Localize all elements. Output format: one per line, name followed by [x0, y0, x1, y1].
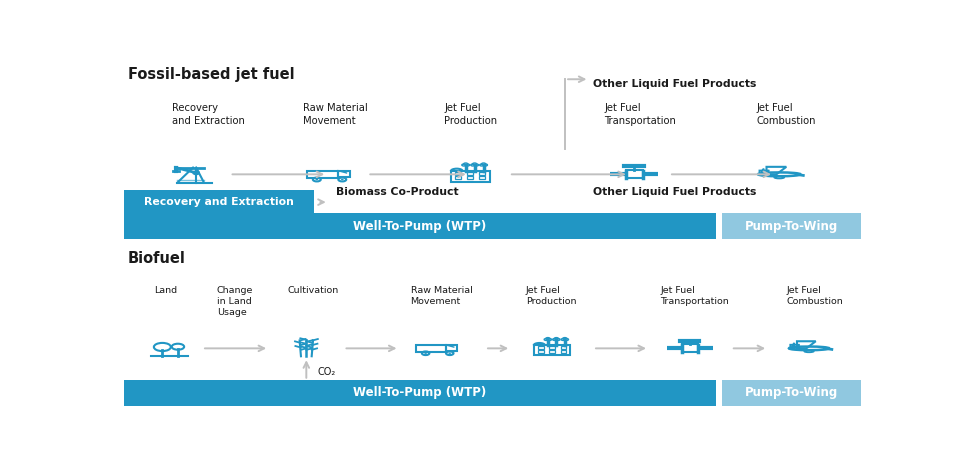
Text: Fossil-based jet fuel: Fossil-based jet fuel — [128, 67, 294, 82]
Text: Raw Material
Movement: Raw Material Movement — [303, 103, 367, 126]
Text: Other Liquid Fuel Products: Other Liquid Fuel Products — [593, 187, 756, 197]
Text: Change
in Land
Usage: Change in Land Usage — [217, 286, 254, 317]
FancyBboxPatch shape — [124, 213, 716, 239]
Text: Land: Land — [154, 286, 177, 295]
Circle shape — [449, 353, 451, 354]
Text: Jet Fuel
Production: Jet Fuel Production — [526, 286, 577, 306]
FancyBboxPatch shape — [722, 380, 861, 406]
FancyBboxPatch shape — [722, 213, 861, 239]
Text: Jet Fuel
Combustion: Jet Fuel Combustion — [757, 103, 817, 126]
Text: Jet Fuel
Transportation: Jet Fuel Transportation — [604, 103, 677, 126]
Text: Raw Material
Movement: Raw Material Movement — [410, 286, 473, 306]
Text: Biofuel: Biofuel — [128, 252, 185, 267]
FancyBboxPatch shape — [124, 380, 716, 406]
Circle shape — [425, 353, 427, 354]
Text: Recovery
and Extraction: Recovery and Extraction — [172, 103, 245, 126]
Text: Jet Fuel
Combustion: Jet Fuel Combustion — [787, 286, 844, 306]
Text: Recovery and Extraction: Recovery and Extraction — [144, 197, 294, 207]
Circle shape — [315, 179, 318, 180]
Circle shape — [341, 179, 344, 180]
Text: CO₂: CO₂ — [317, 367, 335, 377]
Text: Biomass Co-Product: Biomass Co-Product — [336, 187, 458, 197]
Text: Pump-To-Wing: Pump-To-Wing — [745, 219, 838, 233]
Text: Jet Fuel
Production: Jet Fuel Production — [444, 103, 497, 126]
Text: Cultivation: Cultivation — [287, 286, 339, 295]
Text: Other Liquid Fuel Products: Other Liquid Fuel Products — [593, 79, 756, 89]
Text: Pump-To-Wing: Pump-To-Wing — [745, 386, 838, 399]
FancyBboxPatch shape — [124, 191, 313, 214]
Text: Jet Fuel
Transportation: Jet Fuel Transportation — [660, 286, 728, 306]
Text: Well-To-Pump (WTP): Well-To-Pump (WTP) — [354, 386, 486, 399]
Text: Well-To-Pump (WTP): Well-To-Pump (WTP) — [354, 219, 486, 233]
